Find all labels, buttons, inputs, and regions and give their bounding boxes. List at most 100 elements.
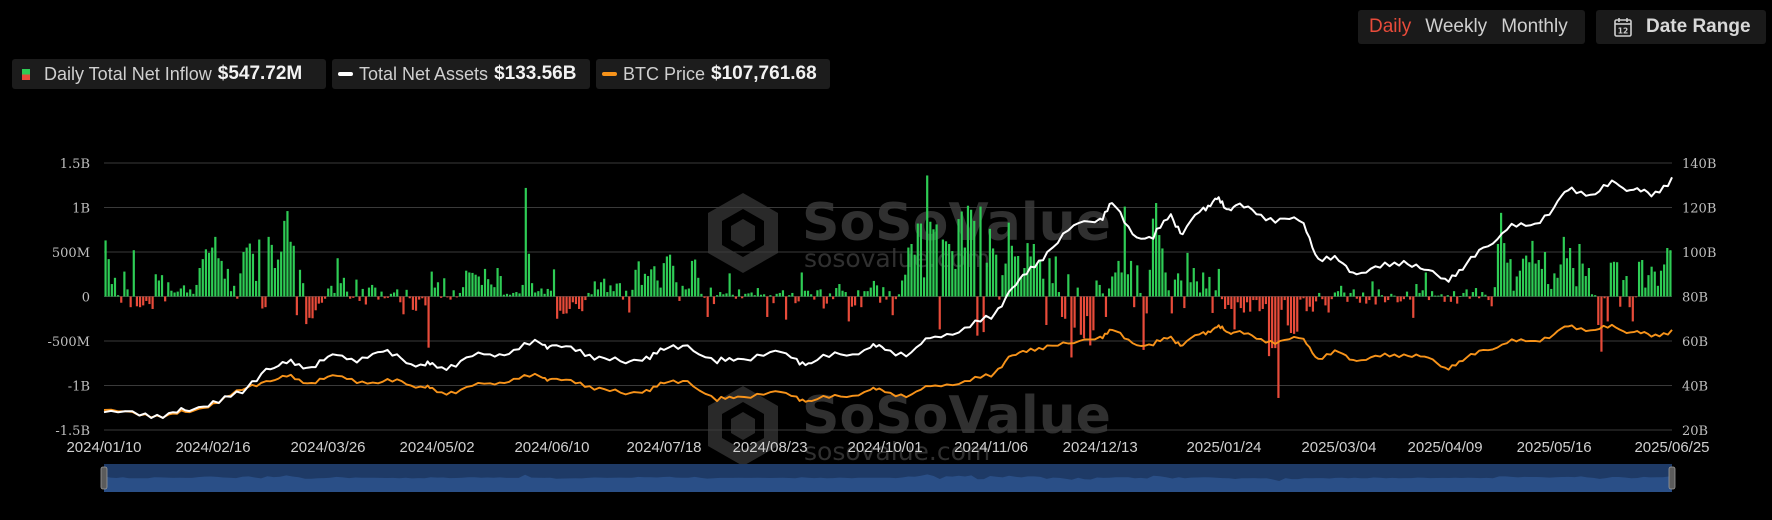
inflow-bar (515, 292, 518, 297)
inflow-bar (242, 252, 245, 297)
inflow-bar (872, 280, 875, 297)
inflow-bar (684, 289, 687, 297)
inflow-bar (1565, 258, 1569, 297)
range-navigator[interactable] (100, 464, 1676, 492)
inflow-bar (1509, 259, 1512, 297)
inflow-bar (593, 281, 596, 297)
inflow-bar (1355, 296, 1358, 299)
inflow-bar (784, 296, 788, 320)
legend-assets-value: $133.56B (494, 63, 577, 84)
inflow-bar (1531, 240, 1534, 297)
y-left-tick: 0 (82, 291, 90, 306)
inflow-bar (559, 296, 562, 311)
legend-inflow-value: $547.72M (217, 63, 303, 84)
inflow-bar (1449, 296, 1453, 302)
inflow-bar (1186, 252, 1189, 297)
inflow-bar (656, 280, 659, 297)
legend-inflow[interactable]: Daily Total Net Inflow $547.72M (12, 59, 326, 89)
inflow-bar (1283, 296, 1286, 301)
watermark-logo-top (708, 193, 778, 273)
inflow-bar (273, 268, 277, 297)
inflow-bar (289, 241, 292, 297)
inflow-bar (1440, 294, 1443, 297)
legend-assets[interactable]: Total Net Assets $133.56B (332, 59, 590, 89)
tab-monthly[interactable]: Monthly (1501, 16, 1568, 37)
inflow-bar (120, 296, 123, 303)
inflow-bar (1230, 296, 1233, 309)
x-tick: 2025/01/24 (1186, 439, 1261, 456)
inflow-bar (1663, 264, 1666, 297)
inflow-bar (1575, 286, 1578, 297)
inflow-bar (879, 296, 882, 303)
inflow-bar (1474, 288, 1478, 297)
inflow-bar (524, 187, 527, 297)
inflow-bar (775, 293, 778, 297)
inflow-bar (286, 211, 289, 297)
inflow-bar (1045, 296, 1048, 325)
inflow-bar (305, 296, 308, 325)
inflow-bar (1236, 296, 1239, 303)
inflow-bar (1277, 296, 1280, 398)
y-right-tick: 40B (1682, 380, 1708, 395)
inflow-bar (1415, 284, 1418, 297)
inflow-bar (813, 296, 816, 300)
inflow-bar (1402, 296, 1405, 300)
inflow-bar (440, 296, 443, 298)
inflow-bar (753, 295, 756, 297)
tab-daily[interactable]: Daily (1369, 16, 1412, 37)
tab-weekly[interactable]: Weekly (1425, 16, 1488, 37)
inflow-bar (1656, 285, 1659, 297)
inflow-bar (449, 296, 452, 300)
inflow-bar (1456, 296, 1459, 304)
x-tick: 2024/07/18 (626, 439, 701, 456)
legend-inflow-label: Daily Total Net Inflow (44, 63, 212, 84)
inflow-bar (907, 247, 910, 297)
inflow-bar (142, 296, 145, 306)
inflow-bar (1374, 296, 1377, 305)
line-series (103, 176, 1673, 419)
inflow-bar (418, 296, 421, 300)
inflow-bar (1274, 296, 1277, 349)
x-tick: 2024/02/16 (176, 439, 251, 456)
inflow-bar (866, 291, 869, 297)
inflow-bar (603, 278, 606, 297)
y-axis-right: 140B 120B 100B 80B 60B 40B 20B (1682, 157, 1716, 439)
inflow-swatch (22, 68, 30, 80)
inflow-bar (148, 296, 151, 305)
inflow-bar (267, 236, 270, 297)
inflow-bar (490, 284, 493, 297)
date-range-button[interactable]: 12 Date Range (1596, 10, 1766, 44)
inflow-bar (1471, 292, 1474, 297)
inflow-bar (1151, 218, 1155, 297)
inflow-bar (797, 296, 800, 302)
inflow-bar (606, 292, 609, 297)
inflow-bar (1214, 290, 1217, 297)
inflow-bar (1446, 295, 1449, 297)
inflow-bar (1669, 250, 1672, 297)
inflow-bar (988, 228, 992, 297)
inflow-bar (138, 296, 142, 308)
inflow-bar (860, 296, 863, 308)
legend-btc[interactable]: BTC Price $107,761.68 (596, 59, 830, 89)
inflow-bar (719, 292, 722, 297)
inflow-bar (737, 289, 741, 297)
inflow-bar (493, 287, 496, 297)
inflow-bar (1336, 291, 1340, 297)
inflow-bar (681, 285, 684, 297)
inflow-bar (1067, 274, 1070, 297)
y-left-tick: -1B (68, 380, 90, 395)
inflow-bar (1267, 296, 1271, 357)
inflow-bar (756, 288, 759, 297)
total-net-assets-line (103, 176, 1673, 419)
inflow-bar (853, 296, 857, 306)
legend-btc-label: BTC Price (623, 63, 706, 84)
inflow-bar (788, 295, 791, 297)
inflow-bar (436, 282, 440, 297)
inflow-bar (229, 291, 233, 297)
inflow-bar (1506, 262, 1509, 297)
inflow-bar (672, 265, 675, 297)
inflow-bar (1637, 261, 1641, 297)
inflow-bar (832, 296, 835, 300)
inflow-bar (1503, 243, 1506, 297)
